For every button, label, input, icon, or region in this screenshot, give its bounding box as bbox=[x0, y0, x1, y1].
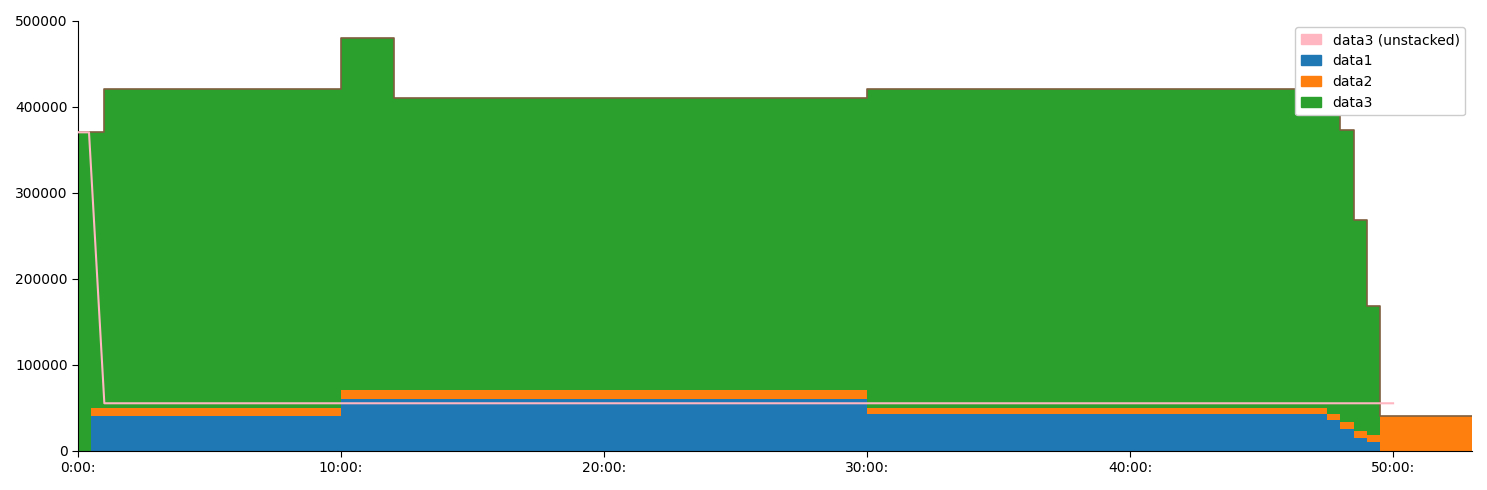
Legend: data3 (unstacked), data1, data2, data3: data3 (unstacked), data1, data2, data3 bbox=[1295, 27, 1465, 115]
